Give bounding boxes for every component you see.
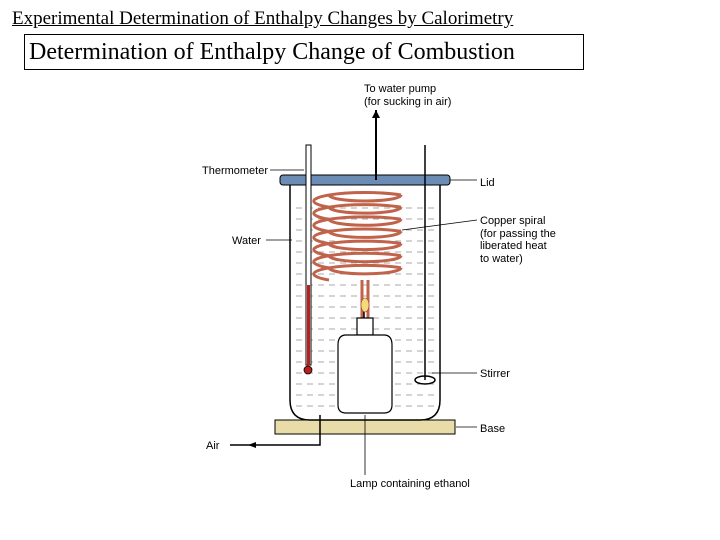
- label-waterpump: To water pump (for sucking in air): [364, 83, 451, 108]
- label-thermometer: Thermometer: [202, 165, 268, 178]
- label-water: Water: [232, 235, 261, 248]
- diagram-svg: [120, 80, 600, 520]
- subtitle-box: Determination of Enthalpy Change of Comb…: [24, 34, 584, 70]
- main-title: Experimental Determination of Enthalpy C…: [12, 8, 513, 30]
- calorimeter-diagram: To water pump (for sucking in air) Therm…: [120, 80, 600, 520]
- label-stirrer: Stirrer: [480, 368, 510, 381]
- label-lid: Lid: [480, 177, 495, 190]
- label-base: Base: [480, 423, 505, 436]
- label-air: Air: [206, 440, 219, 453]
- subtitle: Determination of Enthalpy Change of Comb…: [29, 39, 515, 66]
- label-copperspiral: Copper spiral (for passing the liberated…: [480, 215, 556, 266]
- label-lamp: Lamp containing ethanol: [350, 478, 470, 491]
